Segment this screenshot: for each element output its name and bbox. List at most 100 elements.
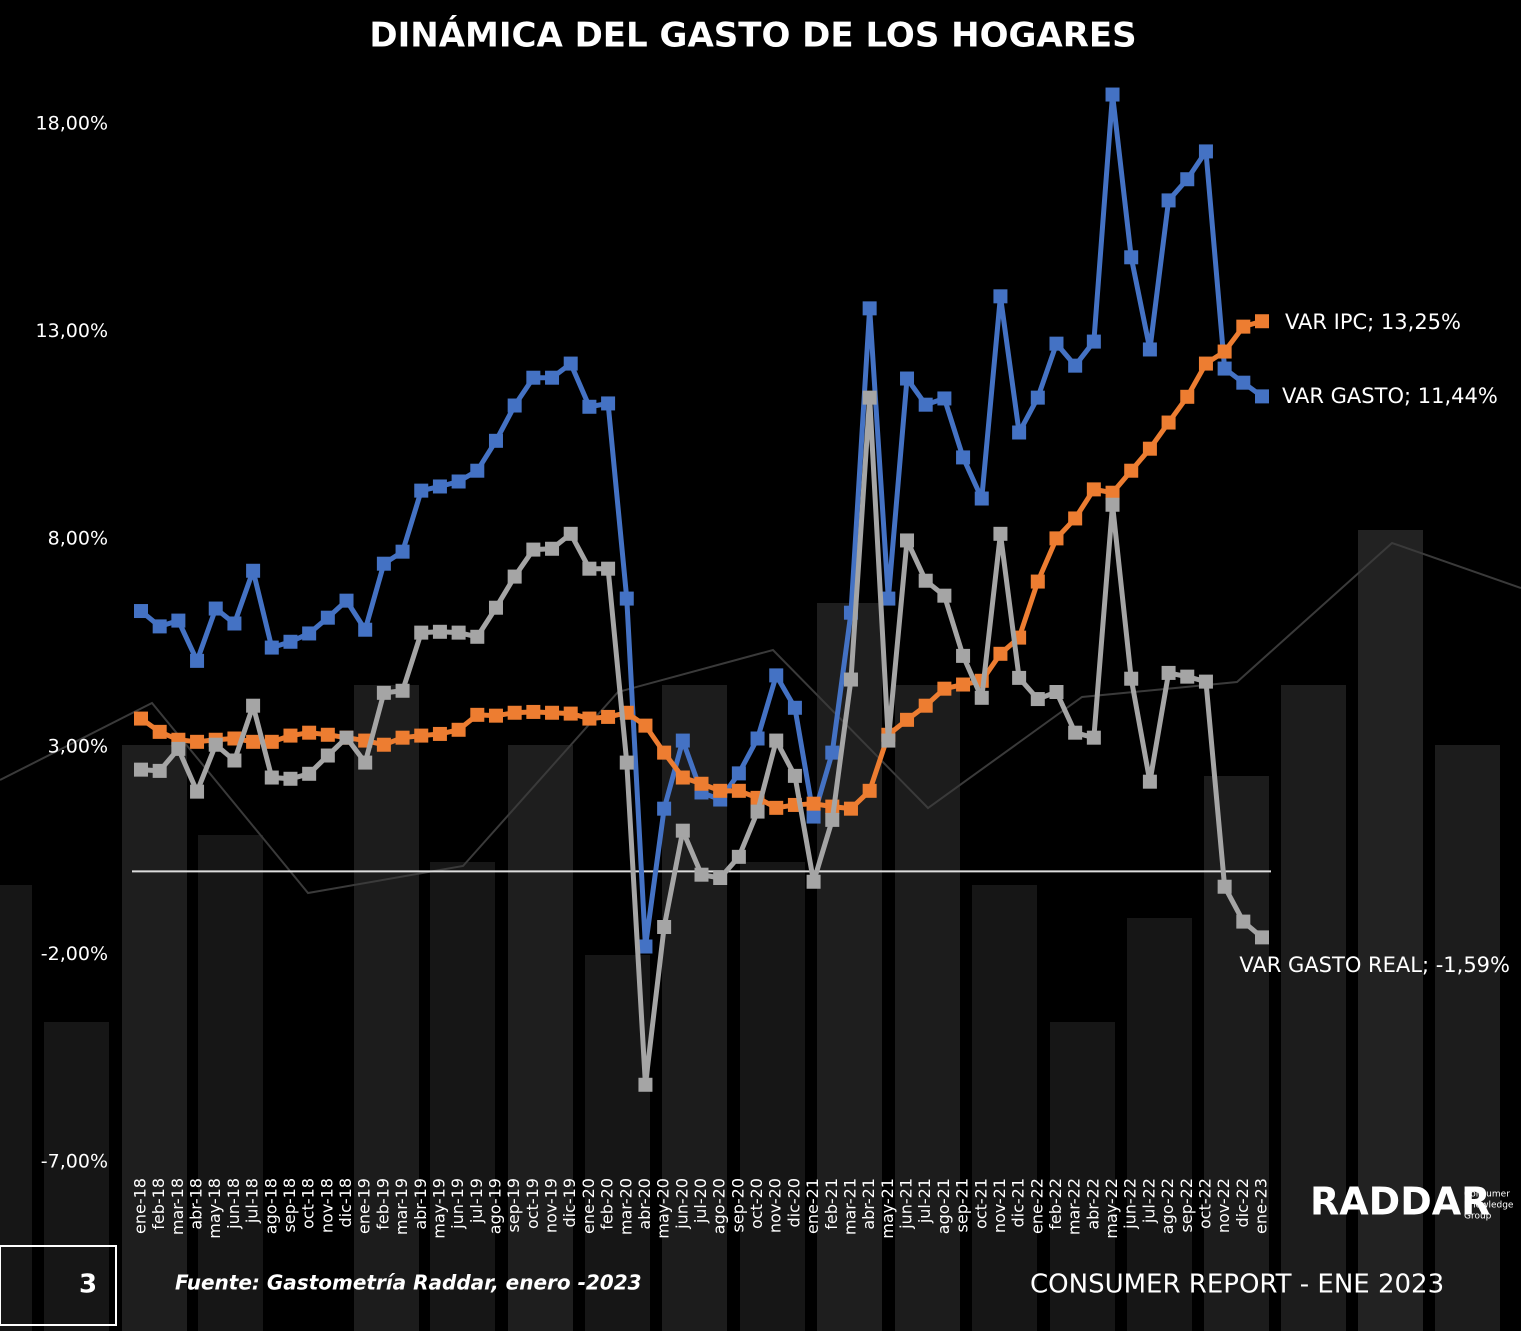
point (358, 622, 373, 637)
x-tick-label: dic-21 (1009, 1178, 1028, 1228)
x-tick-label: mar-18 (168, 1178, 187, 1235)
point (937, 391, 952, 406)
point (769, 733, 784, 748)
x-tick-label: abr-21 (859, 1178, 878, 1230)
x-tick-label: abr-22 (1083, 1178, 1102, 1230)
point (246, 734, 261, 749)
point (750, 804, 765, 819)
point (956, 677, 971, 692)
point (881, 733, 896, 748)
point (694, 867, 709, 882)
point (1198, 356, 1213, 371)
x-tick-label: jun-18 (224, 1178, 243, 1230)
point (806, 796, 821, 811)
point (358, 755, 373, 770)
point (1012, 425, 1027, 440)
point (545, 705, 560, 720)
point (1142, 774, 1157, 789)
point (526, 704, 541, 719)
point (843, 672, 858, 687)
point (283, 728, 298, 743)
x-tick-label: ene-20 (579, 1178, 598, 1234)
point (1012, 670, 1027, 685)
point (1086, 334, 1101, 349)
point (227, 616, 242, 631)
point (414, 728, 429, 743)
point (731, 849, 746, 864)
point (302, 725, 317, 740)
point (1105, 497, 1120, 512)
x-tick-label: mar-21 (840, 1178, 859, 1235)
point (825, 745, 840, 760)
x-tick-label: oct-19 (523, 1178, 542, 1229)
point (451, 474, 466, 489)
x-tick-label: jun-20 (672, 1178, 691, 1230)
x-tick-label: mar-20 (616, 1178, 635, 1235)
point (582, 561, 597, 576)
x-tick-label: jul-18 (243, 1178, 262, 1224)
point (619, 755, 634, 770)
point (283, 634, 298, 649)
x-tick-label: oct-18 (299, 1178, 318, 1229)
point (526, 370, 541, 385)
x-tick-label: sep-21 (953, 1178, 972, 1232)
point (134, 762, 148, 777)
point (825, 812, 840, 827)
point (750, 731, 765, 746)
point (283, 771, 298, 786)
point (601, 561, 616, 576)
chart-title: DINÁMICA DEL GASTO DE LOS HOGARES (369, 15, 1136, 56)
point (582, 399, 597, 414)
point (881, 591, 896, 606)
point (862, 783, 877, 798)
point (843, 801, 858, 816)
point (1049, 685, 1064, 700)
point (1030, 692, 1045, 707)
point (862, 301, 877, 316)
point (657, 801, 672, 816)
point (152, 724, 167, 739)
x-tick-label: ene-23 (1252, 1178, 1271, 1234)
point (507, 569, 522, 584)
point (993, 289, 1008, 304)
point (1255, 389, 1269, 404)
point (657, 745, 672, 760)
source: Fuente: Gastometría Raddar, enero -2023 (175, 1271, 642, 1295)
point (545, 541, 560, 556)
point (1217, 879, 1232, 894)
x-tick-label: abr-19 (411, 1178, 430, 1230)
x-tick-label: dic-20 (784, 1178, 803, 1228)
x-tick-label: mar-22 (1065, 1178, 1084, 1235)
series (134, 87, 1269, 954)
point (563, 526, 578, 541)
x-tick-label: may-22 (1102, 1178, 1121, 1239)
y-tick-label: 13,00% (36, 320, 108, 342)
x-tick-label: may-18 (205, 1178, 224, 1239)
point (339, 730, 354, 745)
x-tick-label: sep-19 (504, 1178, 523, 1232)
x-tick-label: sep-20 (728, 1178, 747, 1232)
point (227, 753, 242, 768)
point (152, 619, 167, 634)
x-tick-label: nov-19 (542, 1178, 561, 1233)
point (1030, 390, 1045, 405)
x-tick-label: ago-20 (710, 1178, 729, 1234)
point (302, 626, 317, 641)
point (1217, 361, 1232, 376)
point (152, 763, 167, 778)
point (638, 1077, 653, 1092)
x-tick-label: may-21 (878, 1178, 897, 1239)
x-tick-label: jun-21 (897, 1178, 916, 1230)
point (769, 800, 784, 815)
point (694, 776, 709, 791)
point (227, 731, 242, 746)
x-tick-label: mar-19 (392, 1178, 411, 1235)
point (1217, 344, 1232, 359)
point (1161, 665, 1176, 680)
point (432, 479, 447, 494)
point (414, 625, 429, 640)
point (320, 748, 335, 763)
point (470, 707, 485, 722)
point (1161, 193, 1176, 208)
